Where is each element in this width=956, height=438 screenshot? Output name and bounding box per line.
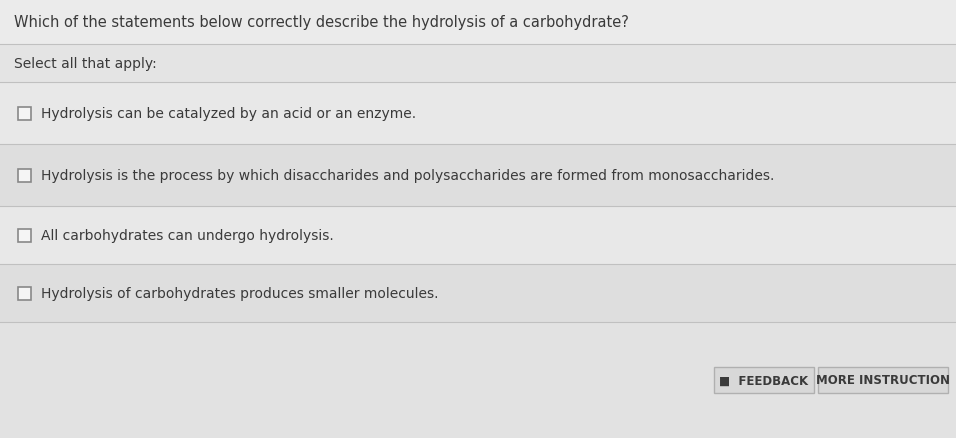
Bar <box>0 265 956 322</box>
Text: Which of the statements below correctly describe the hydrolysis of a carbohydrat: Which of the statements below correctly … <box>14 15 629 30</box>
Bar <box>0 0 956 45</box>
Text: Hydrolysis is the process by which disaccharides and polysaccharides are formed : Hydrolysis is the process by which disac… <box>41 169 774 183</box>
Bar <box>0 207 956 265</box>
Bar <box>0 322 956 438</box>
Bar <box>18 107 31 120</box>
Bar <box>0 45 956 83</box>
Bar <box>18 169 31 182</box>
Text: Hydrolysis can be catalyzed by an acid or an enzyme.: Hydrolysis can be catalyzed by an acid o… <box>41 107 416 121</box>
Text: Select all that apply:: Select all that apply: <box>14 57 157 71</box>
Bar <box>18 287 31 300</box>
Text: Hydrolysis of carbohydrates produces smaller molecules.: Hydrolysis of carbohydrates produces sma… <box>41 286 439 300</box>
Text: ■  FEEDBACK: ■ FEEDBACK <box>720 374 809 387</box>
Bar <box>0 83 956 145</box>
Text: MORE INSTRUCTION: MORE INSTRUCTION <box>816 374 950 387</box>
FancyBboxPatch shape <box>714 367 814 393</box>
FancyBboxPatch shape <box>818 367 948 393</box>
Bar <box>0 145 956 207</box>
Text: All carbohydrates can undergo hydrolysis.: All carbohydrates can undergo hydrolysis… <box>41 229 334 243</box>
Bar <box>18 229 31 242</box>
